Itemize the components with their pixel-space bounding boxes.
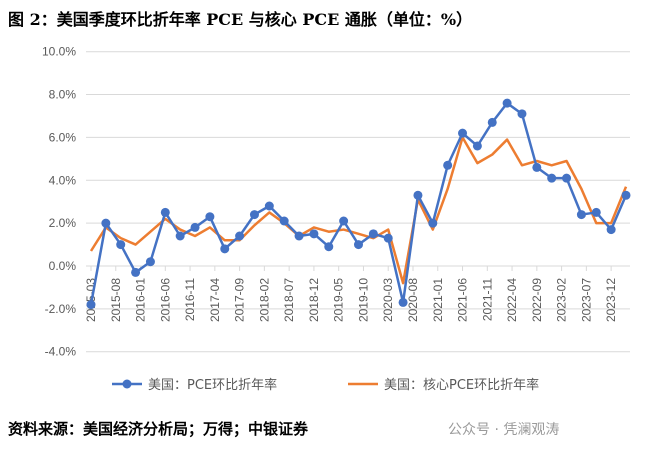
data-point — [339, 216, 349, 226]
legend-label: 美国：核心PCE环比折年率 — [384, 377, 539, 393]
data-point — [235, 231, 245, 241]
data-point — [547, 173, 557, 183]
x-tick-label: 2019-10 — [356, 278, 370, 322]
data-point — [606, 225, 616, 235]
y-tick-label: 6.0% — [49, 130, 77, 144]
data-point — [517, 109, 527, 119]
data-point — [145, 257, 155, 267]
x-tick-label: 2016-06 — [158, 278, 172, 322]
x-tick-label: 2018-07 — [282, 278, 296, 322]
data-point — [502, 98, 512, 108]
data-point — [354, 240, 363, 250]
x-tick-label: 2023-02 — [555, 278, 569, 322]
data-point — [368, 229, 378, 239]
y-tick-label: 0.0% — [49, 259, 77, 273]
data-point — [562, 173, 572, 183]
data-point — [621, 190, 631, 200]
data-point — [532, 162, 542, 172]
watermark: 公众号 · 凭澜观涛 — [448, 422, 560, 438]
data-point — [487, 117, 497, 127]
data-point — [309, 229, 319, 239]
x-tick-label: 2021-06 — [456, 278, 470, 322]
data-point — [443, 160, 453, 170]
data-point — [428, 218, 438, 228]
x-tick-label: 2017-04 — [208, 278, 222, 322]
data-point — [86, 300, 96, 310]
y-tick-label: 10.0% — [42, 45, 76, 59]
data-point — [205, 212, 215, 222]
x-tick-label: 2017-09 — [233, 278, 247, 322]
data-point — [101, 218, 111, 228]
data-point — [576, 210, 586, 220]
data-point — [383, 233, 393, 243]
y-tick-label: -4.0% — [45, 345, 77, 359]
y-tick-label: 4.0% — [49, 173, 77, 187]
x-tick-label: 2022-09 — [530, 278, 544, 322]
x-tick-label: 2018-12 — [307, 278, 321, 322]
data-point — [190, 222, 200, 232]
legend-label: 美国：PCE环比折年率 — [148, 377, 277, 393]
series-line — [89, 101, 628, 305]
data-point — [324, 242, 334, 252]
legend-marker — [122, 379, 132, 389]
y-tick-label: -2.0% — [45, 302, 77, 316]
y-tick-label: 8.0% — [49, 88, 77, 102]
y-tick-label: 2.0% — [49, 216, 77, 230]
data-point — [116, 240, 126, 250]
x-tick-label: 2021-01 — [431, 278, 445, 322]
data-point — [264, 201, 274, 211]
data-point — [294, 231, 304, 241]
data-point — [220, 244, 230, 254]
data-point — [398, 297, 408, 307]
data-point — [472, 141, 482, 151]
source-note: 资料来源：美国经济分析局；万得；中银证券 — [8, 420, 309, 438]
data-point — [458, 128, 468, 138]
data-point — [175, 231, 185, 241]
x-tick-label: 2020-03 — [381, 278, 395, 322]
data-point — [160, 207, 170, 217]
data-point — [131, 267, 141, 277]
x-tick-label: 2018-02 — [257, 278, 271, 322]
x-tick-label: 2016-01 — [134, 278, 148, 322]
series-line — [89, 136, 628, 285]
x-tick-label: 2020-08 — [406, 278, 420, 322]
data-point — [279, 216, 289, 226]
figure-title: 图 2：美国季度环比折年率 PCE 与核心 PCE 通胀（单位：%） — [8, 10, 473, 29]
x-tick-label: 2023-12 — [604, 278, 618, 322]
x-tick-label: 2022-04 — [505, 278, 519, 322]
data-point — [591, 207, 601, 217]
x-tick-label: 2016-11 — [183, 278, 197, 321]
x-tick-label: 2019-05 — [332, 278, 346, 322]
x-tick-label: 2021-11 — [480, 278, 494, 321]
data-point — [413, 190, 423, 200]
data-point — [249, 210, 259, 220]
x-tick-label: 2023-07 — [579, 278, 593, 322]
x-tick-label: 2015-08 — [109, 278, 123, 322]
